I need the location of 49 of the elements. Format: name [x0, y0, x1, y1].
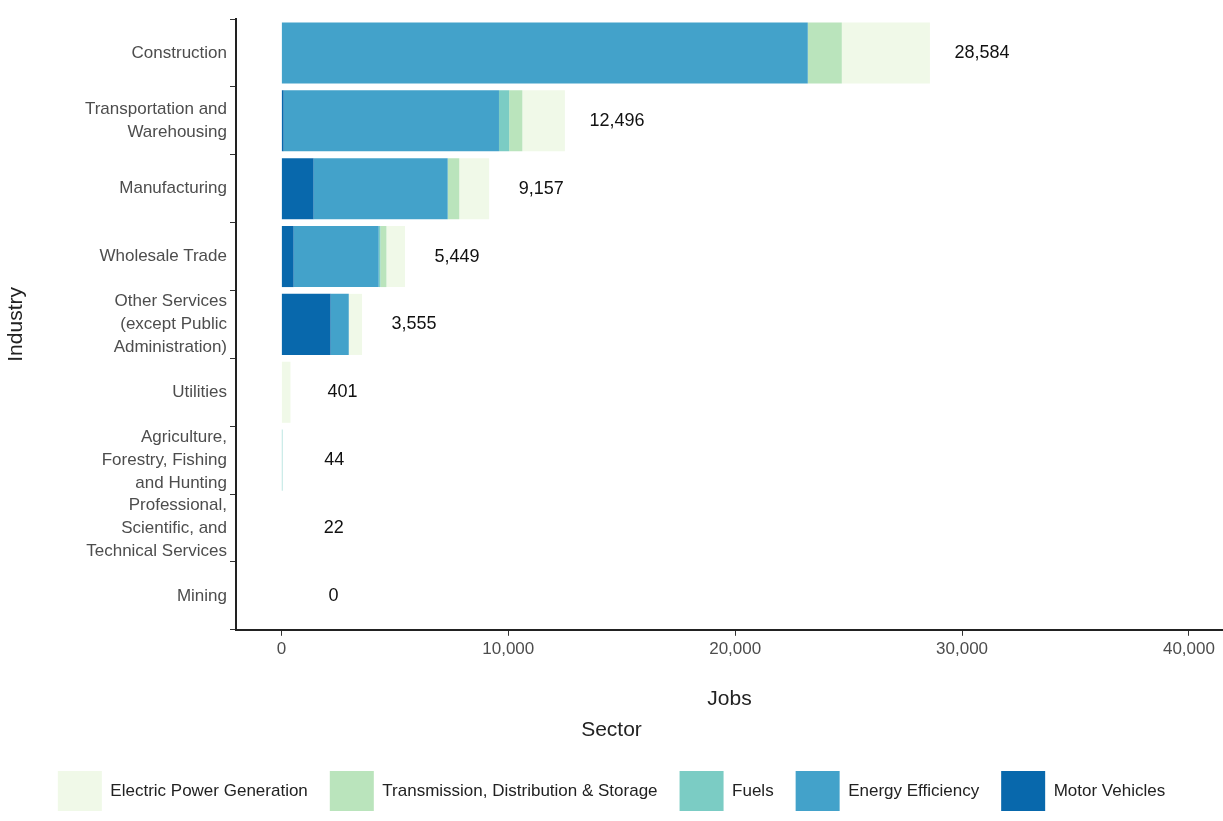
x-axis-title: Jobs: [707, 686, 752, 709]
bar: [447, 158, 460, 220]
bar: [380, 225, 387, 288]
bar: [330, 293, 349, 355]
x-tick-label: 0: [276, 638, 287, 658]
bar: [293, 225, 379, 288]
bar: [386, 225, 406, 288]
y-tick-label: Utilities: [172, 381, 227, 401]
legend-label: Transmission, Distribution & Storage: [382, 780, 658, 800]
x-tick-label: 20,000: [709, 638, 762, 658]
legend-label: Electric Power Generation: [110, 780, 308, 800]
total-label: 5,449: [434, 245, 480, 266]
bar: [348, 293, 363, 355]
y-tick-label: Transportation and Warehousing: [84, 99, 227, 141]
bar: [509, 90, 523, 152]
bar: [807, 22, 842, 84]
y-axis-title: Industry: [3, 286, 27, 362]
total-label: 3,555: [391, 313, 437, 334]
total-label: 28,584: [954, 41, 1010, 62]
legend-title: Sector: [581, 717, 642, 741]
total-label: 9,157: [518, 177, 564, 198]
bar: [283, 90, 499, 152]
total-label: 44: [324, 449, 345, 470]
legend-label: Fuels: [732, 780, 774, 800]
bar: [313, 158, 448, 220]
bar: [281, 293, 331, 355]
bar: [281, 158, 314, 220]
legend-label: Motor Vehicles: [1053, 780, 1166, 800]
bar: [498, 90, 510, 152]
y-tick-label: Manufacturing: [119, 178, 227, 198]
total-label: 22: [323, 516, 344, 537]
x-tick-label: 30,000: [936, 638, 989, 658]
bar: [459, 158, 490, 220]
x-tick-label: 40,000: [1162, 638, 1215, 658]
y-tick-label: Other Services (except Public Administration): [113, 291, 228, 357]
total-label: 401: [327, 381, 358, 402]
bar: [841, 22, 930, 84]
y-tick-label: Construction: [131, 42, 227, 62]
x-tick-label: 10,000: [482, 638, 535, 658]
bar: [522, 90, 565, 152]
legend-label: Energy Efficiency: [848, 780, 980, 800]
bar: [281, 225, 294, 288]
total-label: 0: [328, 584, 339, 605]
bar: [281, 22, 808, 84]
y-tick-label: Agriculture, Forestry, Fishing and Hunting: [101, 426, 227, 492]
y-tick-label: Professional, Scientific, and Technical Services: [86, 494, 227, 560]
y-tick-label: Wholesale Trade: [99, 246, 227, 266]
y-tick-label: Mining: [176, 585, 227, 605]
total-label: 12,496: [589, 109, 645, 130]
